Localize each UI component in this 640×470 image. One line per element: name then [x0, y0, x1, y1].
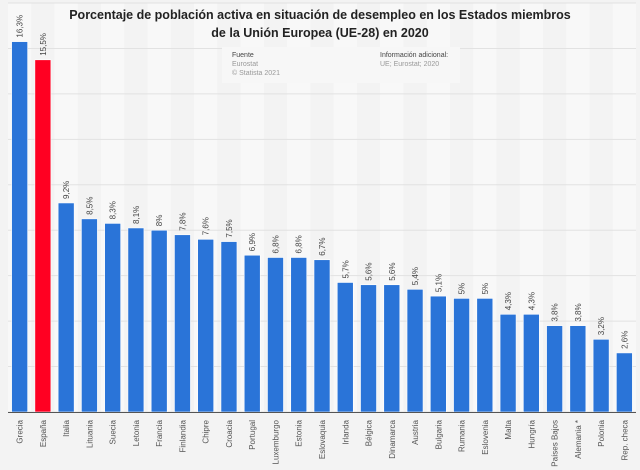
bar-italia — [57, 202, 75, 413]
data-label: 4,3% — [504, 292, 513, 310]
bar-estonia — [290, 257, 308, 413]
bar-finlandia — [174, 234, 191, 413]
data-label: 8,1% — [132, 206, 141, 224]
bar-suecia — [104, 223, 121, 413]
bar-rep-checa — [616, 352, 633, 413]
bar-francia — [150, 229, 168, 413]
bar-portugal — [243, 254, 261, 413]
additional-info-block: Información adicional: UE; Eurostat; 202… — [380, 51, 448, 69]
source-block: Fuente Eurostat © Statista 2021 — [232, 51, 280, 78]
x-tick-label: España — [39, 419, 48, 447]
bar-luxemburgo — [267, 257, 284, 413]
chart-title-line-2: de la Unión Europea (UE-28) en 2020 — [211, 26, 429, 40]
bar-alemania- — [569, 325, 587, 413]
x-tick-label: Dinamarca — [388, 419, 397, 458]
bar-eslovaquia — [313, 259, 331, 413]
additional-info-line: UE; Eurostat; 2020 — [380, 61, 440, 68]
bar-b-lgica — [360, 284, 377, 413]
data-label: 5,6% — [365, 263, 374, 281]
x-tick-label: Rumania — [458, 419, 467, 452]
column-band — [612, 3, 636, 412]
x-tick-label: Estonia — [295, 419, 304, 446]
bar-dinamarca — [383, 284, 401, 413]
data-label: 5% — [458, 283, 467, 295]
x-tick-label: Italia — [62, 419, 71, 436]
source-heading: Fuente — [232, 52, 254, 59]
x-tick-label: Rep. checa — [620, 419, 629, 460]
bar-rumania — [453, 298, 470, 413]
column-band — [566, 3, 590, 412]
column-band — [519, 3, 543, 412]
data-label: 6,7% — [318, 238, 327, 256]
bar-espa-a — [34, 59, 52, 413]
data-label: 7,5% — [225, 219, 234, 237]
bar-irlanda — [336, 282, 354, 413]
bar-bulgaria — [429, 295, 447, 413]
data-label: 5,6% — [388, 263, 397, 281]
x-tick-label: Luxemburgo — [271, 419, 280, 464]
data-label: 6,8% — [295, 235, 304, 253]
data-label: 3,8% — [574, 303, 583, 321]
bar-malta — [499, 313, 517, 413]
bar-grecia — [11, 41, 28, 413]
data-label: 6,9% — [248, 233, 257, 251]
source-line: Eurostat — [232, 61, 259, 68]
data-label: 16,3% — [16, 15, 25, 38]
x-tick-label: Croacia — [225, 419, 234, 447]
x-tick-label: Bulgaria — [434, 419, 443, 449]
bar-austria — [406, 288, 424, 413]
bar-pa-ses-bajos — [546, 325, 563, 413]
info-box: Fuente Eurostat © Statista 2021 Informac… — [222, 47, 460, 83]
x-tick-label: Hungría — [527, 419, 536, 448]
x-tick-label: Eslovaquia — [318, 419, 327, 459]
x-tick-label: Grecia — [16, 419, 25, 443]
data-label: 5% — [481, 283, 490, 295]
data-label: 5,7% — [341, 260, 350, 278]
data-label: 5,1% — [434, 274, 443, 292]
additional-info-heading: Información adicional: — [380, 52, 449, 59]
x-tick-label: Portugal — [248, 420, 257, 450]
x-tick-label: Francia — [155, 419, 164, 446]
x-tick-label: Bélgica — [365, 419, 374, 446]
x-tick-label: Finlandia — [178, 419, 187, 452]
data-label: 8,5% — [85, 197, 94, 215]
data-label: 3,2% — [597, 317, 606, 335]
x-tick-label: Lituania — [85, 419, 94, 448]
bar-eslovenia — [476, 298, 494, 413]
bar-chipre — [197, 239, 215, 413]
data-label: 15,5% — [39, 33, 48, 56]
x-tick-label: Suecia — [109, 419, 118, 444]
x-tick-label: Polonia — [597, 419, 606, 446]
data-label: 2,6% — [620, 331, 629, 349]
x-tick-label: Letonia — [132, 419, 141, 446]
bar-hungr-a — [523, 313, 540, 413]
x-tick-label: Austria — [411, 419, 420, 444]
bar-letonia — [127, 227, 145, 413]
chart-title-line-1: Porcentaje de población activa en situac… — [69, 8, 571, 22]
copyright-line: © Statista 2021 — [232, 70, 280, 77]
bar-lituania — [81, 218, 98, 413]
chart-title: Porcentaje de población activa en situac… — [20, 6, 620, 42]
x-tick-label: Irlanda — [341, 419, 350, 444]
data-label: 7,8% — [178, 213, 187, 231]
x-tick-label: Eslovenia — [481, 419, 490, 454]
bar-croacia — [220, 241, 238, 413]
bar-polonia — [592, 338, 610, 413]
x-tick-label: Países Bajos — [551, 420, 560, 467]
data-label: 8,3% — [109, 201, 118, 219]
data-label: 6,8% — [271, 235, 280, 253]
data-label: 8% — [155, 215, 164, 227]
data-label: 3,8% — [551, 303, 560, 321]
x-tick-label: Alemania * — [574, 420, 583, 459]
x-tick-label: Chipre — [202, 419, 211, 443]
data-label: 5,4% — [411, 267, 420, 285]
data-label: 9,2% — [62, 181, 71, 199]
data-label: 4,3% — [527, 292, 536, 310]
data-label: 7,6% — [202, 217, 211, 235]
x-tick-label: Malta — [504, 419, 513, 439]
